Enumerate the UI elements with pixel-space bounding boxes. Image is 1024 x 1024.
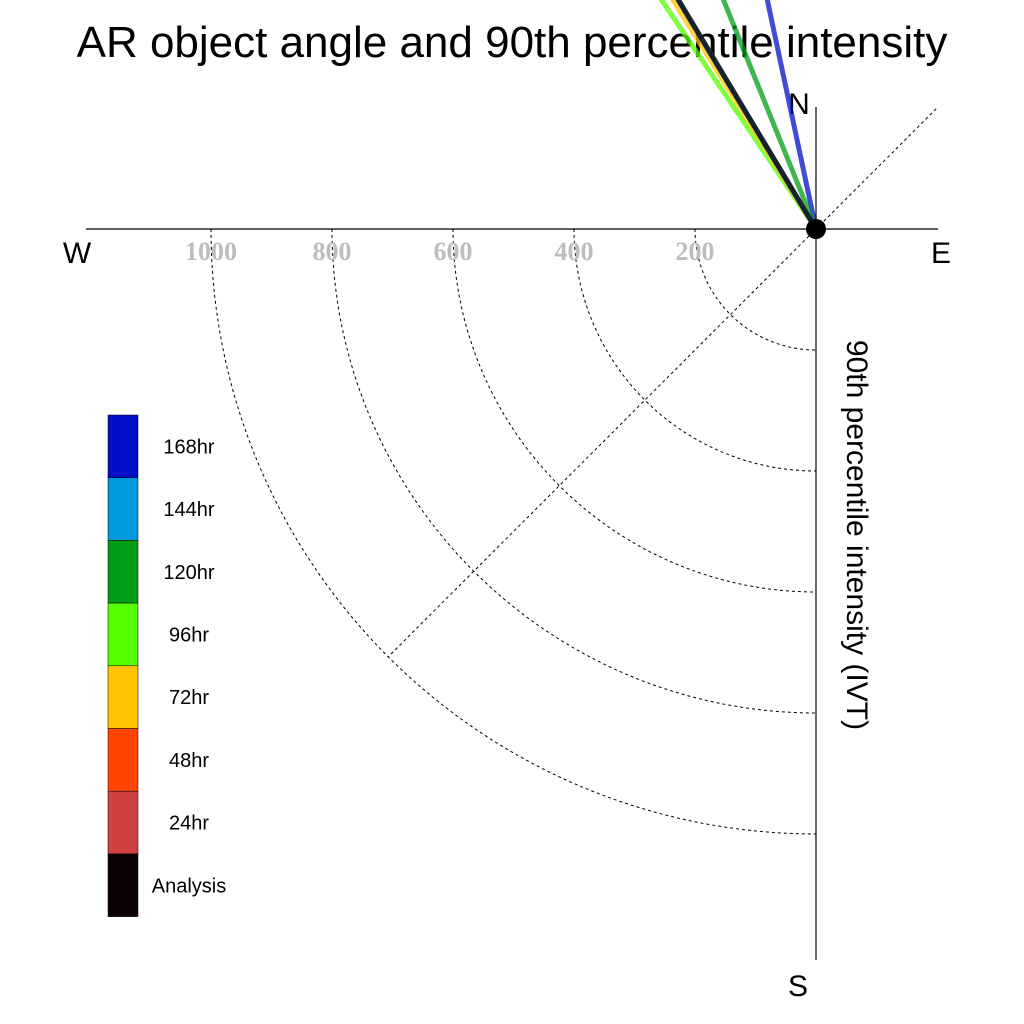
radial-tick-label: 400: [555, 237, 594, 266]
y-axis-label: 90th percentile intensity (IVT): [840, 340, 873, 730]
series-line-120hr: [720, 0, 819, 230]
legend: 168hr 144hr 120hr 96hr 72hr 48hr 24hr Analysis: [107, 414, 226, 917]
legend-swatch-96hr: [107, 602, 139, 667]
radial-tick-label: 200: [676, 237, 715, 266]
grid: [210, 108, 937, 835]
series-line-168hr: [764, 0, 819, 230]
compass-south: S: [788, 970, 808, 1003]
legend-swatch-analysis: [107, 853, 139, 917]
legend-swatch-72hr: [107, 665, 139, 729]
radial-tick-label: 600: [434, 237, 473, 266]
radial-tick-labels: 200 400 600 800 1000: [185, 237, 715, 266]
origin-marker: [806, 219, 826, 239]
legend-label: 24hr: [169, 813, 209, 835]
grid-arc-200: [694, 228, 817, 351]
compass-west: W: [63, 237, 92, 270]
legend-swatch-48hr: [107, 728, 139, 792]
legend-label: 144hr: [163, 499, 214, 521]
legend-label: 96hr: [169, 624, 209, 646]
legend-label: 168hr: [163, 436, 214, 458]
grid-arc-400: [573, 228, 817, 472]
legend-label: 120hr: [163, 562, 214, 584]
compass-east: E: [931, 237, 951, 270]
radial-tick-label: 1000: [185, 237, 237, 266]
radial-tick-label: 800: [313, 237, 352, 266]
legend-label: 48hr: [169, 750, 209, 772]
legend-label: Analysis: [152, 875, 226, 897]
legend-swatch-144hr: [107, 477, 139, 541]
series-lines: [658, 0, 819, 231]
series-line-analysis: [675, 0, 819, 231]
legend-swatch-120hr: [107, 540, 139, 604]
legend-swatch-24hr: [107, 790, 139, 855]
legend-swatch-168hr: [107, 414, 139, 478]
chart-title: AR object angle and 90th percentile inte…: [77, 18, 948, 67]
grid-arc-600: [452, 228, 817, 593]
legend-label: 72hr: [169, 687, 209, 709]
grid-arc-800: [331, 228, 817, 714]
